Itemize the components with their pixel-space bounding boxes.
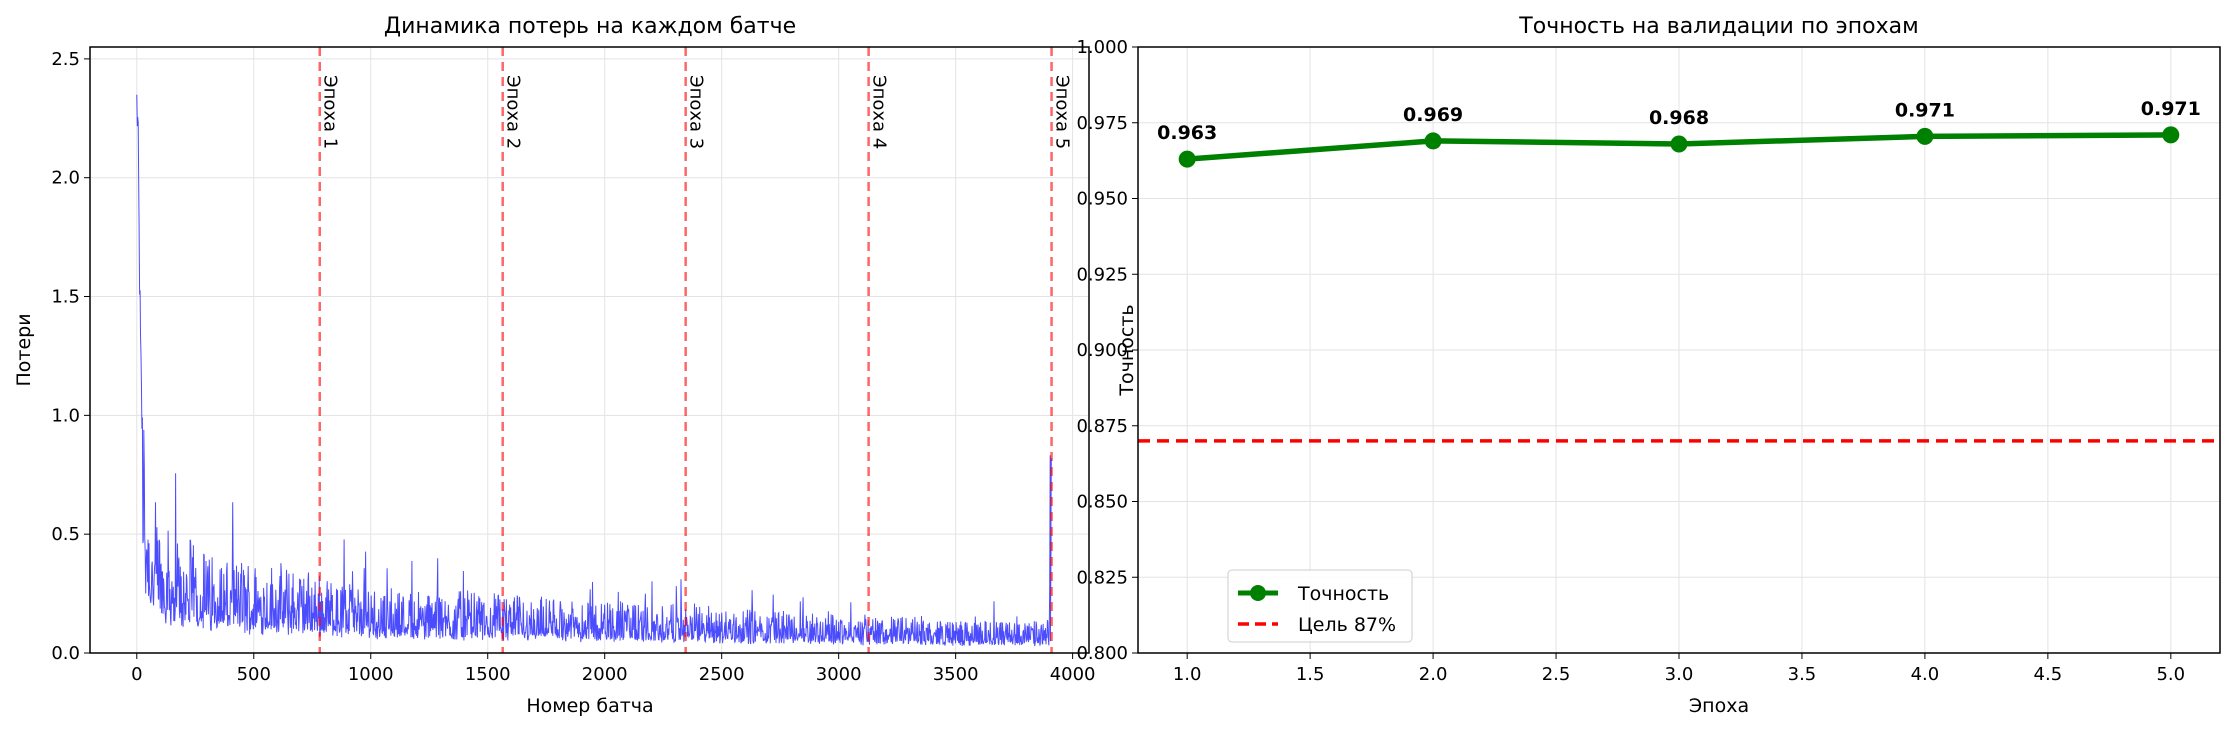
loss-x-tick-label: 2000 <box>582 664 628 685</box>
accuracy-y-tick-label: 0.825 <box>1076 567 1128 588</box>
epoch-label: Эпоха 1 <box>320 75 341 149</box>
accuracy-point-label: 0.971 <box>1895 99 1955 121</box>
accuracy-y-tick-label: 0.875 <box>1076 416 1128 437</box>
epoch-label: Эпоха 3 <box>686 75 707 149</box>
loss-series <box>136 94 1052 647</box>
accuracy-chart-title: Точность на валидации по эпохам <box>1518 14 1918 39</box>
accuracy-x-tick-label: 5.0 <box>2156 664 2185 685</box>
accuracy-x-tick-label: 4.5 <box>2034 664 2063 685</box>
accuracy-x-ticks: 1.0 1.5 2.0 2.5 3.0 3.5 4.0 4.5 5.0 <box>1173 653 2185 685</box>
epoch-markers: Эпоха 1 Эпоха 2 Эпоха 3 Эпоха 4 Эпоха 5 <box>318 47 1073 653</box>
loss-x-tick-label: 2500 <box>699 664 745 685</box>
epoch-label: Эпоха 4 <box>869 75 890 149</box>
accuracy-y-tick-label: 0.925 <box>1076 264 1128 285</box>
accuracy-y-axis-label: Точность <box>1116 304 1138 396</box>
accuracy-y-tick-label: 1.000 <box>1076 37 1128 58</box>
accuracy-x-tick-label: 1.0 <box>1173 664 1202 685</box>
accuracy-x-tick-label: 3.5 <box>1788 664 1817 685</box>
loss-x-tick-label: 0 <box>131 664 142 685</box>
loss-y-tick-label: 0.0 <box>51 643 80 664</box>
loss-x-axis-label: Номер батча <box>526 695 653 717</box>
loss-y-axis-label: Потери <box>13 313 35 386</box>
loss-y-ticks: 0.0 0.5 1.0 1.5 2.0 2.5 <box>51 49 90 664</box>
accuracy-y-tick-label: 0.975 <box>1076 113 1128 134</box>
accuracy-point-labels: 0.963 0.969 0.968 0.971 0.971 <box>1157 98 2201 144</box>
accuracy-x-tick-label: 1.5 <box>1296 664 1325 685</box>
accuracy-x-tick-label: 2.0 <box>1419 664 1448 685</box>
accuracy-series <box>1178 126 2180 168</box>
legend-target-label: Цель 87% <box>1298 614 1396 636</box>
accuracy-point <box>1178 150 1196 168</box>
loss-y-tick-label: 2.5 <box>51 49 80 70</box>
loss-y-tick-label: 1.5 <box>51 287 80 308</box>
accuracy-y-tick-label: 0.950 <box>1076 189 1128 210</box>
accuracy-x-tick-label: 2.5 <box>1542 664 1571 685</box>
loss-y-tick-label: 0.5 <box>51 524 80 545</box>
loss-x-tick-label: 1000 <box>348 664 394 685</box>
accuracy-point-label: 0.969 <box>1403 104 1463 126</box>
accuracy-point-label: 0.971 <box>2141 98 2201 120</box>
accuracy-point <box>1916 127 1934 145</box>
loss-x-tick-label: 4000 <box>1050 664 1096 685</box>
loss-y-tick-label: 2.0 <box>51 168 80 189</box>
loss-x-ticks: 0 500 1000 1500 2000 2500 3000 3500 4000 <box>131 653 1096 685</box>
epoch-label: Эпоха 5 <box>1052 75 1073 149</box>
epoch-label: Эпоха 2 <box>503 75 524 149</box>
accuracy-y-tick-label: 0.900 <box>1076 340 1128 361</box>
accuracy-point <box>1670 135 1688 153</box>
accuracy-point-label: 0.963 <box>1157 122 1217 144</box>
loss-x-tick-label: 3000 <box>816 664 862 685</box>
loss-x-tick-label: 1500 <box>465 664 511 685</box>
accuracy-legend: Точность Цель 87% <box>1227 569 1413 643</box>
accuracy-chart: Точность на валидации по эпохам 0.9630.9… <box>1076 14 2221 717</box>
loss-x-tick-label: 500 <box>237 664 271 685</box>
accuracy-point-label: 0.968 <box>1649 107 1709 129</box>
legend-accuracy-marker <box>1250 585 1266 601</box>
accuracy-y-ticks: 0.800 0.825 0.850 0.875 0.900 0.925 0.950 0.975… <box>1076 37 1138 664</box>
accuracy-point <box>2162 126 2180 144</box>
loss-chart-grid <box>90 47 1089 654</box>
accuracy-x-tick-label: 3.0 <box>1665 664 1694 685</box>
loss-x-tick-label: 3500 <box>933 664 979 685</box>
accuracy-x-tick-label: 4.0 <box>1911 664 1940 685</box>
accuracy-y-tick-label: 0.850 <box>1076 492 1128 513</box>
loss-chart-title: Динамика потерь на каждом батче <box>384 14 796 39</box>
loss-y-tick-label: 1.0 <box>51 405 80 426</box>
legend-accuracy-label: Точность <box>1297 583 1389 605</box>
loss-line <box>136 94 1052 647</box>
accuracy-x-axis-label: Эпоха <box>1689 695 1749 717</box>
accuracy-point <box>1424 132 1442 150</box>
loss-chart-frame <box>89 46 1090 654</box>
accuracy-y-tick-label: 0.800 <box>1076 643 1128 664</box>
